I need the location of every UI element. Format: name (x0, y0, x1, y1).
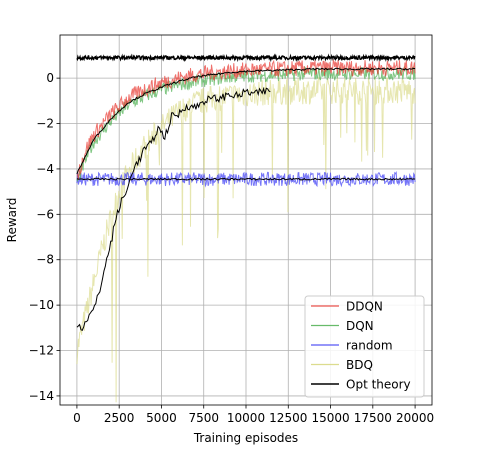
x-tick-label: 10000 (227, 411, 265, 425)
legend-label: DDQN (346, 300, 383, 314)
series-random-line (76, 171, 416, 188)
y-tick-label: −2 (36, 117, 54, 131)
legend-label: BDQ (346, 358, 373, 372)
legend: DDQN DQN random BDQ Opt theory (304, 295, 425, 398)
mean-curve (76, 177, 416, 181)
x-tick-label: 17500 (354, 411, 392, 425)
x-tick-label: 15000 (311, 411, 349, 425)
y-tick-label: −10 (29, 298, 54, 312)
y-tick-label: 0 (46, 71, 54, 85)
series-opt-theory-line (76, 53, 416, 63)
series-ddqn-line (76, 58, 416, 180)
x-tick-label: 12500 (269, 411, 307, 425)
y-tick-label: −6 (36, 207, 54, 221)
x-tick-label: 7500 (188, 411, 219, 425)
series-layer (76, 53, 416, 403)
mean-curve (76, 86, 271, 331)
series-bdq-line (76, 76, 416, 403)
x-tick-label: 5000 (146, 411, 177, 425)
y-tick-label: −4 (36, 162, 54, 176)
y-tick-label: −8 (36, 253, 54, 267)
y-tick-label: −12 (29, 344, 54, 358)
y-axis-label: Reward (5, 198, 19, 243)
y-tick-label: −14 (29, 389, 54, 403)
x-tick-label: 2500 (104, 411, 135, 425)
ticks: 0 2500 5000 7500 10000 12500 15000 17500 20000 −1… (29, 71, 435, 425)
x-tick-label: 20000 (396, 411, 434, 425)
mean-curve (76, 67, 416, 175)
legend-frame (304, 295, 425, 398)
x-tick-label: 0 (73, 411, 81, 425)
x-axis-label: Training episodes (193, 431, 298, 445)
legend-label: random (346, 339, 393, 353)
legend-label: DQN (346, 319, 374, 333)
legend-label: Opt theory (346, 378, 411, 392)
